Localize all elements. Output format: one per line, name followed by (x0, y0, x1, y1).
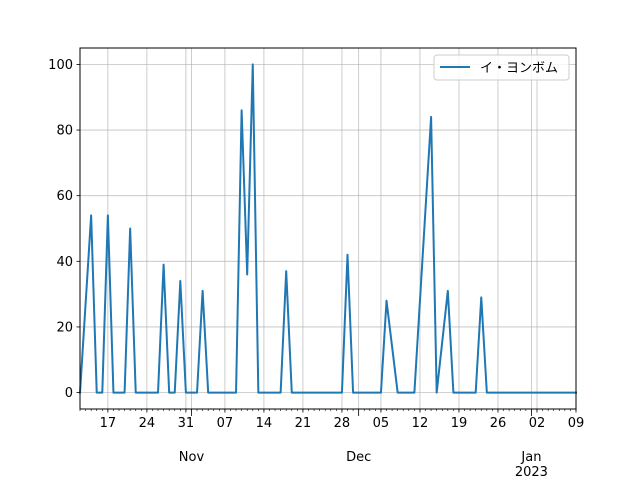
x-tick-label: 21 (295, 416, 312, 431)
grid (80, 48, 577, 409)
x-tick-label: 31 (178, 416, 195, 431)
y-tick-label: 0 (65, 386, 73, 401)
series-line (78, 63, 577, 394)
x-tick-label: 28 (334, 416, 351, 431)
y-tick-label: 40 (56, 255, 73, 270)
x-month-label: Dec (346, 450, 371, 465)
series-layer (78, 63, 577, 394)
x-axis: 17 24 31 07 14 21 28 05 12 19 26 02 09 Nov Dec Jan 2023 (79, 409, 585, 480)
x-tick-label: 02 (529, 416, 546, 431)
x-tick-label: 24 (139, 416, 156, 431)
y-tick-label: 60 (56, 189, 73, 204)
y-tick-label: 100 (48, 58, 73, 73)
legend: イ・ヨンボム (433, 54, 570, 81)
y-tick-label: 80 (56, 124, 73, 139)
legend-box (433, 54, 570, 81)
x-tick-label: 07 (217, 416, 234, 431)
legend-label: イ・ヨンボム (480, 61, 558, 76)
plot-background (80, 48, 576, 409)
x-month-label: Jan 2023 (515, 450, 548, 480)
y-axis: 0 20 40 60 80 100 (48, 58, 80, 401)
x-tick-label: 14 (256, 416, 273, 431)
x-tick-label: 05 (373, 416, 390, 431)
x-tick-label: 12 (412, 416, 429, 431)
y-tick-label: 20 (56, 320, 73, 335)
x-tick-label: 26 (490, 416, 507, 431)
plot-frame (79, 47, 577, 410)
x-tick-label: 17 (100, 416, 117, 431)
x-tick-label: 19 (451, 416, 468, 431)
x-month-label: Nov (179, 450, 205, 465)
x-tick-label: 09 (568, 416, 585, 431)
